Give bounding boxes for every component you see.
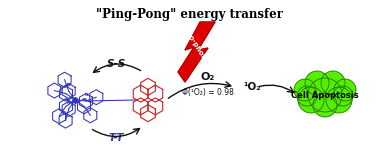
Text: N: N — [64, 98, 68, 102]
Polygon shape — [178, 22, 215, 82]
Circle shape — [294, 79, 316, 101]
Text: Φ(¹O₂) = 0.98: Φ(¹O₂) = 0.98 — [182, 88, 234, 97]
Text: N: N — [82, 98, 86, 102]
Text: "Ping-Pong" energy transfer: "Ping-Pong" energy transfer — [96, 8, 282, 21]
Circle shape — [333, 86, 353, 106]
Circle shape — [321, 71, 345, 95]
Circle shape — [297, 86, 317, 106]
Text: N: N — [67, 101, 71, 105]
Circle shape — [308, 78, 342, 112]
Circle shape — [313, 93, 337, 117]
Circle shape — [305, 71, 329, 95]
Text: Two-photon: Two-photon — [181, 26, 211, 68]
Text: N: N — [84, 93, 88, 97]
Text: ¹O₂: ¹O₂ — [243, 82, 261, 92]
Text: Cell Apoptosis: Cell Apoptosis — [291, 91, 359, 100]
Circle shape — [298, 87, 324, 113]
Text: O₂: O₂ — [201, 72, 215, 82]
Circle shape — [334, 79, 356, 101]
Circle shape — [326, 87, 352, 113]
Text: T-T: T-T — [109, 133, 124, 143]
Text: N: N — [64, 85, 68, 89]
Text: N: N — [67, 83, 71, 87]
Text: S-S: S-S — [107, 59, 126, 69]
